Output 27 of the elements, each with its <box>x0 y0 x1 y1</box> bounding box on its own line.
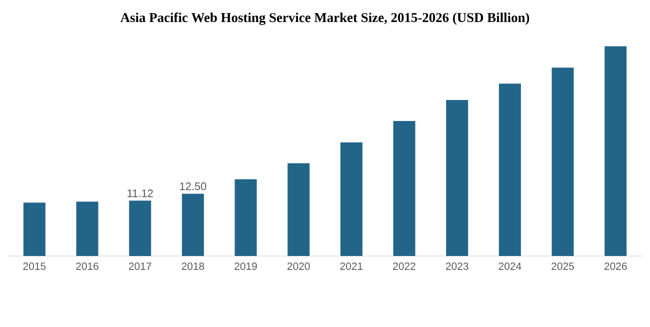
bar <box>288 163 310 256</box>
x-tick-label: 2026 <box>604 262 627 270</box>
bar <box>76 202 98 256</box>
bar <box>340 142 362 256</box>
chart-title: Asia Pacific Web Hosting Service Market Size, 2015-2026 (USD Billion) <box>120 12 530 25</box>
x-tick-label: 2025 <box>552 262 574 270</box>
x-tick-label: 2024 <box>498 262 522 270</box>
x-tick-label: 2020 <box>287 262 310 270</box>
x-tick-label: 2023 <box>446 262 468 270</box>
x-tick-label: 2018 <box>182 262 204 270</box>
bar <box>129 200 152 256</box>
bar <box>604 46 627 256</box>
bar <box>498 84 521 256</box>
x-tick-label: 2019 <box>234 262 257 270</box>
x-tick-label: 2015 <box>23 262 46 270</box>
bar <box>23 202 46 256</box>
bar <box>234 179 257 256</box>
bar <box>446 100 468 256</box>
x-tick-label: 2017 <box>128 262 152 270</box>
x-tick-label: 2022 <box>393 262 416 270</box>
x-tick-label: 2021 <box>340 262 363 270</box>
data-label: 11.12 <box>128 189 153 198</box>
data-label: 12.50 <box>180 182 206 190</box>
bar <box>552 68 574 256</box>
bar <box>182 194 204 256</box>
x-tick-label: 2016 <box>76 262 98 270</box>
bar <box>393 120 416 256</box>
